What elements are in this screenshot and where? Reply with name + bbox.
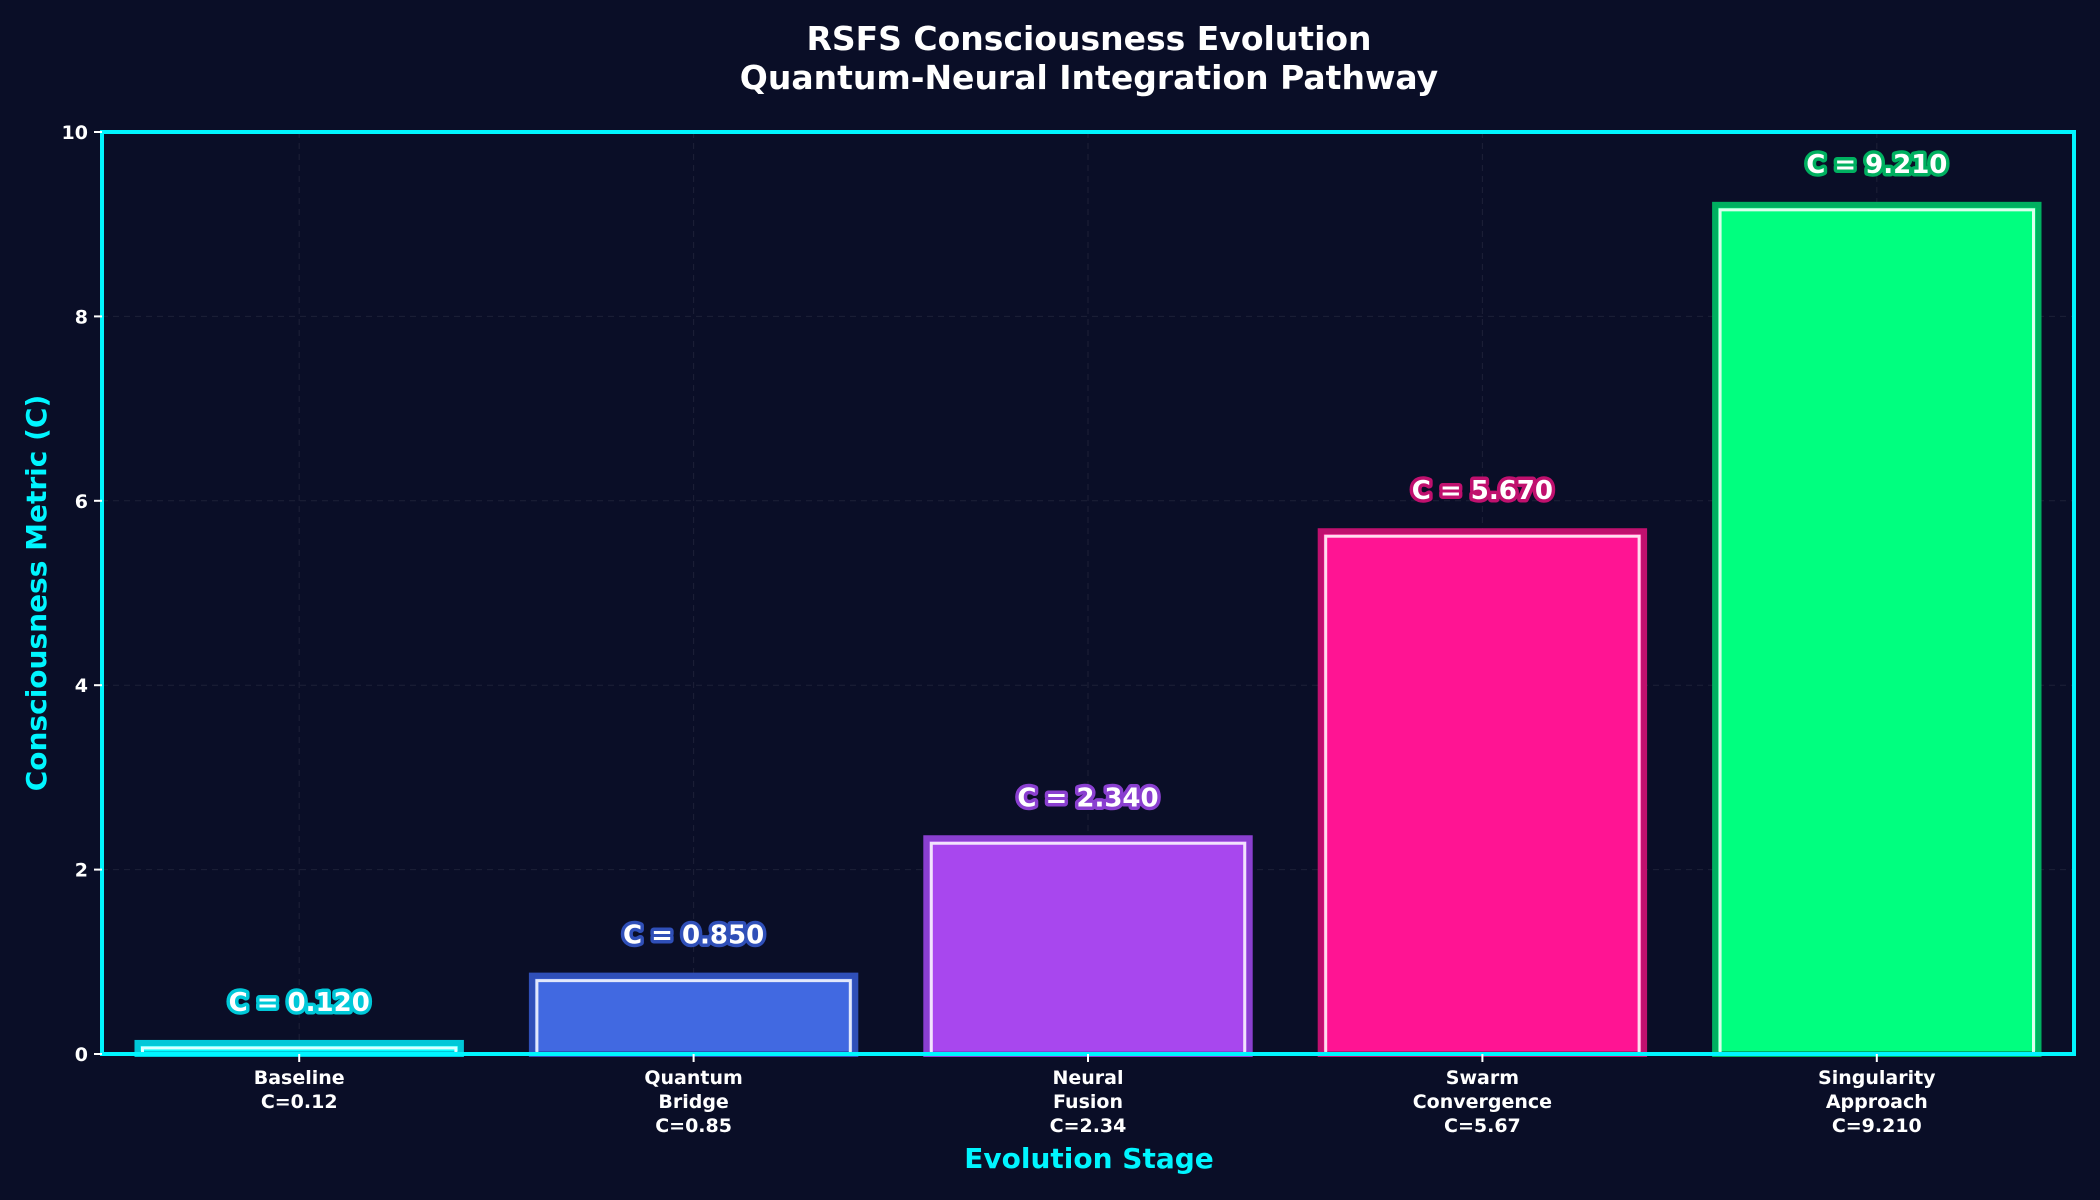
bar-group: C = 5.670 [1317,473,1648,1057]
bar-value-label: C = 2.340 [1017,783,1158,813]
y-tick-label: 6 [75,491,88,513]
chart-title: RSFS Consciousness Evolution [806,19,1371,58]
y-tick-label: 0 [75,1044,88,1066]
bar-value-label: C = 0.120 [229,988,370,1018]
bar [923,835,1253,1058]
bar-group: C = 2.340 [923,780,1253,1058]
x-axis-label: Evolution Stage [964,1142,1214,1175]
x-tick-label: Neural [1052,1067,1123,1089]
y-tick-label: 4 [75,675,88,697]
y-axis-ticks: 0 2 4 6 8 10 [62,122,102,1066]
x-tick-label: Swarm [1446,1067,1519,1089]
x-tick-label: Approach [1826,1091,1928,1113]
y-tick-label: 2 [75,860,88,882]
x-tick-label: C=2.34 [1050,1115,1127,1137]
bars: C = 0.120 C = 0.850 C = 2.340 C = 5.670 C = … [134,146,2042,1058]
bar [1317,528,1648,1057]
x-tick-label: Quantum [644,1067,742,1089]
x-tick-label: Convergence [1413,1091,1552,1113]
bar-group: C = 9.210 [1712,146,2042,1057]
chart-subtitle: Quantum-Neural Integration Pathway [740,58,1438,97]
x-tick-label: Bridge [658,1091,728,1113]
y-tick-label: 8 [75,306,88,328]
y-axis-label: Consciousness Metric (C) [20,395,53,792]
bar [1712,201,2042,1057]
x-tick-label: C=0.85 [655,1115,732,1137]
x-tick-label: C=0.12 [261,1091,338,1113]
bar-value-label: C = 9.210 [1806,150,1947,180]
x-tick-label: C=5.67 [1444,1115,1521,1137]
x-tick-label: Fusion [1053,1091,1123,1113]
bar-value-label: C = 0.850 [623,921,764,951]
bar-group: C = 0.120 [134,984,464,1058]
bar-value-label: C = 5.670 [1412,476,1553,506]
x-tick-label: Singularity [1818,1067,1936,1089]
y-tick-label: 10 [62,122,88,144]
x-tick-label: C=9.210 [1832,1115,1922,1137]
x-tick-label: Baseline [254,1067,345,1089]
bar [528,972,859,1058]
